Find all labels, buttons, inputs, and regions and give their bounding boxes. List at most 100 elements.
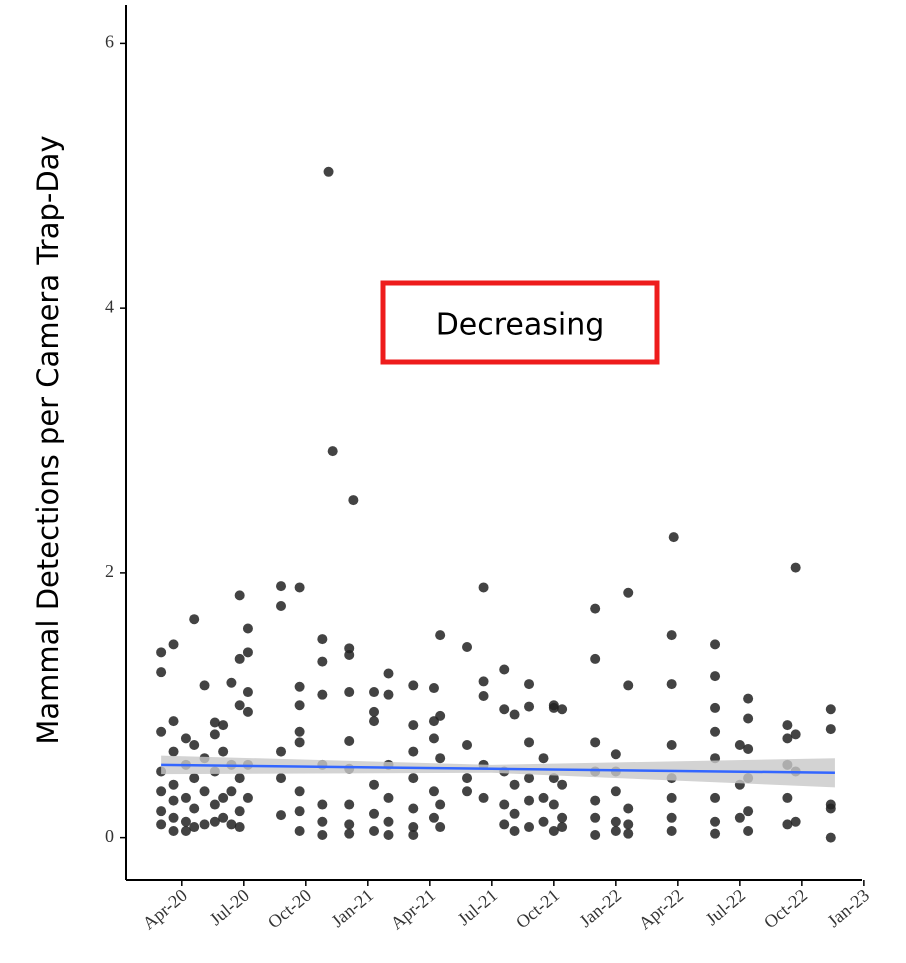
data-point	[276, 746, 287, 757]
data-point	[226, 677, 237, 688]
data-point	[743, 743, 754, 754]
data-point	[782, 733, 793, 744]
data-point	[189, 803, 200, 814]
data-point	[199, 819, 210, 830]
plot-area	[156, 166, 836, 843]
data-point	[294, 726, 305, 737]
data-point	[168, 639, 179, 650]
x-tick-label: Jul-22	[702, 885, 749, 929]
data-point	[710, 702, 721, 713]
data-point	[509, 808, 520, 819]
data-point	[557, 704, 568, 715]
data-point	[209, 717, 220, 728]
data-point	[156, 806, 167, 817]
data-point	[623, 828, 634, 839]
data-point	[408, 803, 419, 814]
data-point	[462, 773, 473, 784]
data-point	[276, 600, 287, 611]
data-point	[509, 709, 520, 720]
data-point	[557, 812, 568, 823]
data-point	[710, 671, 721, 682]
data-point	[294, 681, 305, 692]
data-point	[462, 786, 473, 797]
data-point	[509, 779, 520, 790]
data-point	[435, 799, 446, 810]
data-point	[383, 668, 394, 679]
data-point	[825, 803, 836, 814]
data-point	[323, 166, 334, 177]
data-point	[317, 689, 328, 700]
data-point	[294, 737, 305, 748]
data-point	[734, 739, 745, 750]
data-point	[369, 716, 380, 727]
data-point	[383, 816, 394, 827]
data-point	[743, 713, 754, 724]
data-point	[294, 806, 305, 817]
data-point	[344, 828, 355, 839]
data-point	[524, 737, 535, 748]
y-axis-label: Mammal Detections per Camera Trap-Day	[31, 135, 65, 744]
data-point	[524, 679, 535, 690]
data-point	[369, 706, 380, 717]
y-tick-label: 4	[105, 296, 114, 316]
data-point	[548, 826, 559, 837]
data-point	[666, 679, 677, 690]
data-point	[743, 806, 754, 817]
data-point	[294, 700, 305, 711]
data-point	[369, 808, 380, 819]
data-point	[610, 826, 621, 837]
data-point	[825, 724, 836, 735]
data-point	[317, 816, 328, 827]
data-point	[242, 687, 253, 698]
data-point	[218, 720, 229, 731]
data-point	[623, 803, 634, 814]
data-point	[610, 786, 621, 797]
data-point	[242, 706, 253, 717]
data-point	[209, 816, 220, 827]
data-point	[623, 819, 634, 830]
data-point	[548, 773, 559, 784]
data-point	[557, 822, 568, 833]
data-point	[743, 826, 754, 837]
data-point	[327, 446, 338, 457]
data-point	[276, 773, 287, 784]
data-point	[666, 792, 677, 803]
data-point	[180, 733, 191, 744]
data-point	[317, 799, 328, 810]
data-point	[524, 701, 535, 712]
data-point	[666, 826, 677, 837]
data-point	[317, 634, 328, 645]
data-point	[710, 792, 721, 803]
data-point	[743, 693, 754, 704]
data-point	[590, 812, 601, 823]
data-point	[524, 822, 535, 833]
data-point	[666, 812, 677, 823]
data-point	[234, 700, 245, 711]
data-point	[668, 532, 679, 543]
data-point	[435, 710, 446, 721]
data-point	[180, 792, 191, 803]
x-tick-label: Apr-22	[635, 885, 687, 934]
data-point	[710, 828, 721, 839]
data-point	[524, 795, 535, 806]
data-point	[317, 829, 328, 840]
data-point	[344, 687, 355, 698]
data-point	[408, 822, 419, 833]
data-point	[428, 786, 439, 797]
data-point	[218, 792, 229, 803]
data-point	[462, 739, 473, 750]
data-point	[369, 687, 380, 698]
data-point	[509, 826, 520, 837]
data-point	[168, 779, 179, 790]
data-point	[499, 664, 510, 675]
data-point	[294, 786, 305, 797]
data-point	[428, 683, 439, 694]
data-point	[383, 792, 394, 803]
data-point	[782, 819, 793, 830]
y-tick-label: 0	[105, 826, 114, 846]
data-point	[218, 812, 229, 823]
data-point	[156, 819, 167, 830]
x-tick-label: Oct-20	[264, 885, 315, 932]
data-point	[344, 649, 355, 660]
